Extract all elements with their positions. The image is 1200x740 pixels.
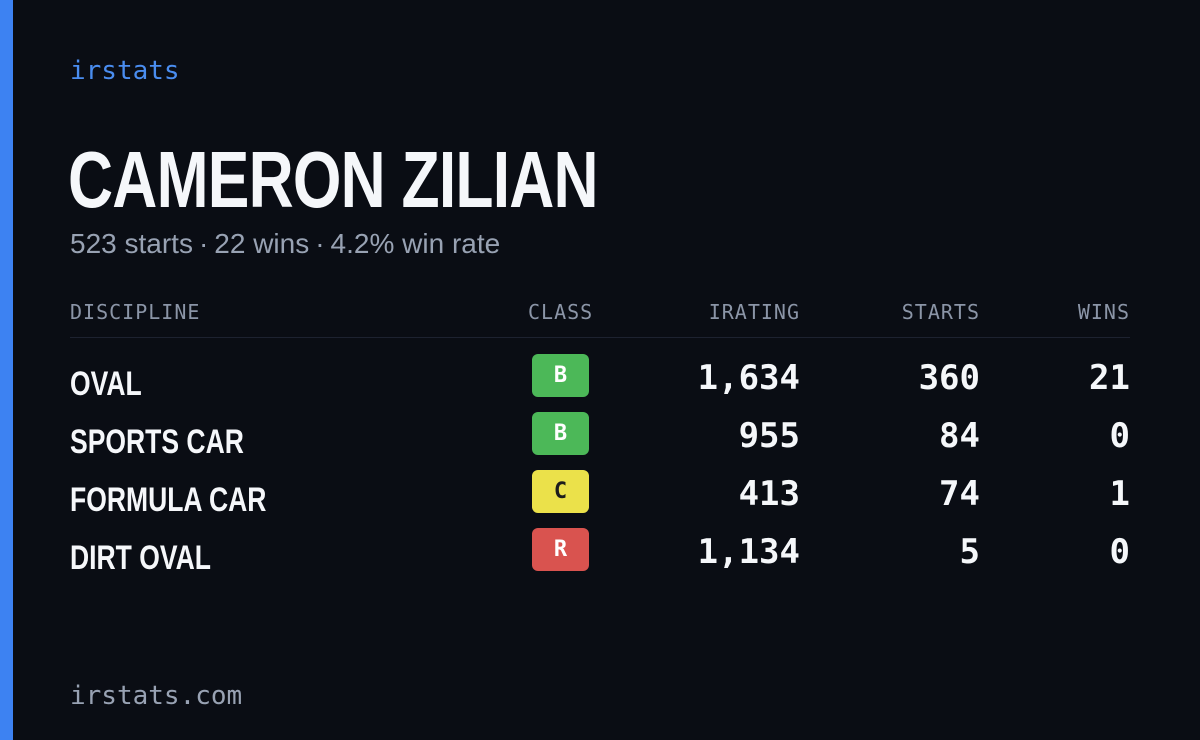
table-row: FORMULA CAR C 413 74 1	[70, 468, 1130, 526]
footer-url[interactable]: irstats.com	[70, 681, 243, 711]
table-row: SPORTS CAR B 955 84 0	[70, 410, 1130, 468]
driver-summary: 523 starts · 22 wins · 4.2% win rate	[70, 228, 500, 260]
summary-separator: ·	[315, 228, 325, 259]
starts-value: 5	[959, 532, 980, 572]
starts-value: 360	[918, 358, 980, 398]
starts-value: 74	[939, 474, 980, 514]
wins-value: 1	[1109, 474, 1130, 514]
table-row: DIRT OVAL R 1,134 5 0	[70, 526, 1130, 584]
irating-value: 955	[738, 416, 800, 456]
summary-win-rate: 4.2% win rate	[330, 228, 501, 259]
discipline-table: OVAL B 1,634 360 21 SPORTS CAR B 955 84 …	[70, 352, 1130, 584]
wins-value: 0	[1109, 416, 1130, 456]
class-badge: B	[532, 412, 589, 455]
driver-name: CAMERON ZILIAN	[68, 135, 599, 224]
summary-separator: ·	[198, 228, 209, 259]
header-discipline: DISCIPLINE	[70, 300, 201, 324]
header-starts: STARTS	[901, 300, 980, 324]
discipline-name: DIRT OVAL	[70, 539, 211, 577]
table-row: OVAL B 1,634 360 21	[70, 352, 1130, 410]
wins-value: 21	[1089, 358, 1130, 398]
table-header: DISCIPLINE CLASS IRATING STARTS WINS	[70, 300, 1130, 338]
brand-logo-text: irstats	[70, 56, 180, 86]
class-badge: C	[532, 470, 589, 513]
summary-starts: 523 starts	[70, 228, 193, 259]
starts-value: 84	[939, 416, 980, 456]
header-wins: WINS	[1077, 300, 1130, 324]
irating-value: 413	[738, 474, 800, 514]
header-class: CLASS	[528, 300, 594, 324]
class-badge: R	[532, 528, 589, 571]
discipline-name: SPORTS CAR	[70, 423, 244, 461]
irating-value: 1,634	[697, 358, 800, 398]
irating-value: 1,134	[697, 532, 800, 572]
discipline-name: OVAL	[70, 365, 142, 403]
header-irating: IRATING	[708, 300, 800, 324]
wins-value: 0	[1109, 532, 1130, 572]
discipline-name: FORMULA CAR	[70, 481, 267, 519]
summary-wins: 22 wins	[214, 228, 310, 259]
accent-bar	[0, 0, 13, 740]
class-badge: B	[532, 354, 589, 397]
